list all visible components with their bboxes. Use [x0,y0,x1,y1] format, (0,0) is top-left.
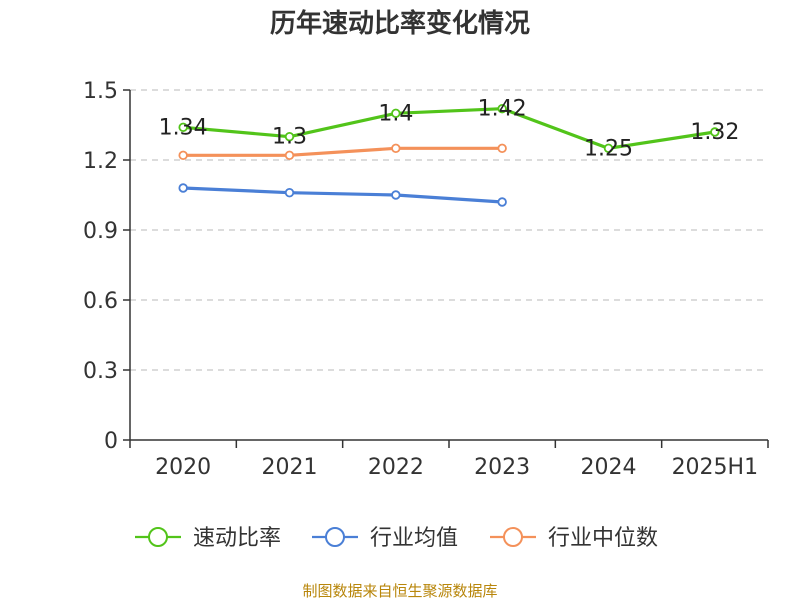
data-point [178,183,188,193]
y-tick-label: 0.3 [83,359,118,384]
data-point [391,108,401,119]
legend-marker [325,527,345,547]
grid [130,89,768,371]
data-point [391,190,401,200]
chart-title: 历年速动比率变化情况 [270,8,530,39]
legend-label: 行业均值 [370,526,458,551]
legend-item[interactable]: 行业中位数 [490,526,658,551]
data-point [603,143,614,154]
series-速动比率: 1.34 1.3 1.4 1.42 1.25 1.32 [159,97,740,162]
series-line [183,146,503,157]
x-tick-label: 2022 [368,455,424,480]
data-point [178,122,188,133]
legend-item[interactable]: 速动比率 [135,526,281,551]
data-label: 1.42 [478,97,527,122]
data-point [284,150,295,161]
x-tick-label: 2023 [474,455,530,480]
series-行业中位数 [178,143,507,161]
data-point [178,150,188,161]
y-tick-label: 0 [104,429,118,454]
y-tick-label: 0.9 [83,219,118,244]
x-tick-label: 2024 [581,455,637,480]
source-note: 制图数据来自恒生聚源数据库 [302,582,497,600]
legend-item[interactable]: 行业均值 [312,526,458,551]
y-tick-label: 0.6 [83,289,118,314]
data-label: 1.3 [272,125,307,150]
data-label: 1.4 [378,101,413,126]
data-point [284,187,295,198]
data-point [497,197,507,207]
x-tick-label: 2025H1 [672,455,759,480]
data-point [710,127,720,137]
data-label: 1.34 [159,115,208,140]
x-tick-label: 2020 [155,455,211,480]
y-tick-label: 1.5 [83,79,118,104]
data-label: 1.32 [690,120,739,145]
legend[interactable]: 速动比率 行业均值 行业中位数 [135,526,658,551]
series-layer: 1.34 1.3 1.4 1.42 1.25 1.32 [159,97,740,207]
legend-marker [148,527,168,547]
series-line [183,186,503,204]
legend-marker [503,527,523,547]
series-行业均值 [178,183,507,207]
data-label: 1.25 [584,136,633,161]
data-point [284,131,295,142]
x-tick-label: 2021 [262,455,318,480]
y-tick-label: 1.2 [83,149,118,174]
data-point [497,103,507,114]
data-point [391,143,401,154]
legend-label: 速动比率 [193,526,281,551]
data-point [497,143,507,154]
legend-label: 行业中位数 [548,526,658,551]
series-line [183,107,716,150]
axes: 0 0.3 0.6 0.9 1.2 1.5 2020 2021 2022 2023 2024 2025… [83,79,769,480]
